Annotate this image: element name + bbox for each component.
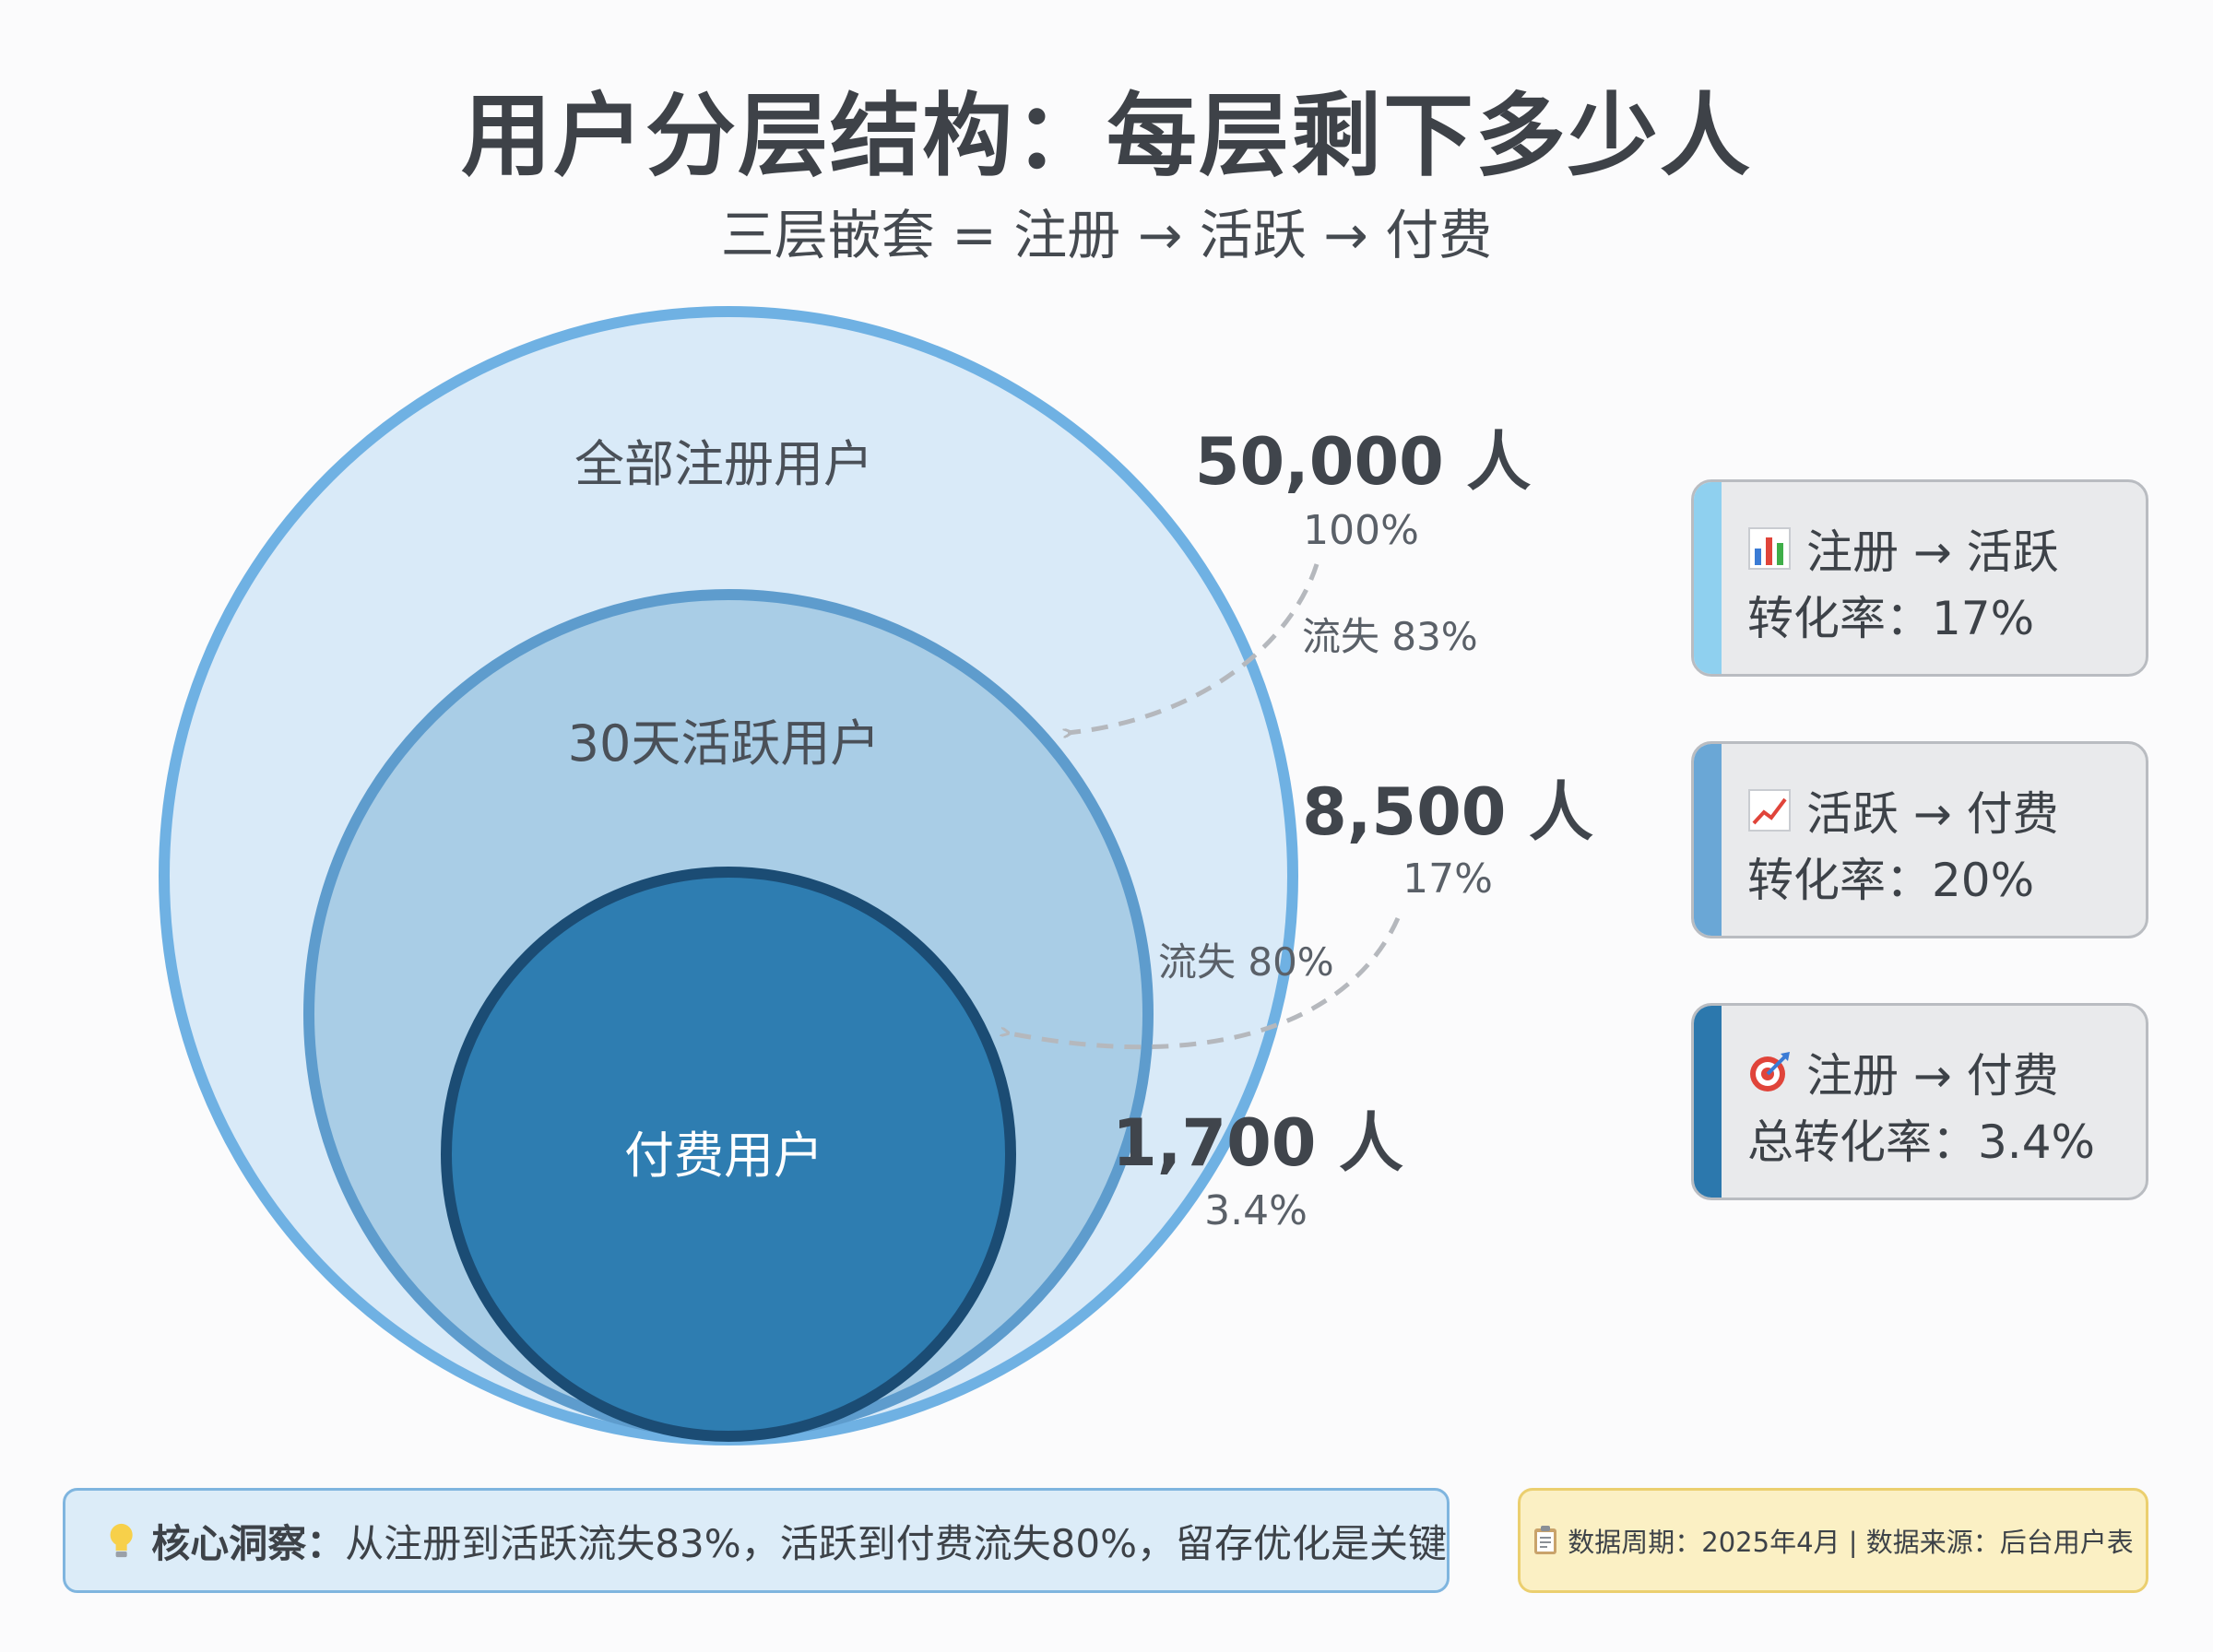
card-rate: 转化率：17% — [1747, 592, 2035, 645]
pct-paying: 3.4% — [1204, 1187, 1308, 1234]
bar-chart-icon — [1748, 527, 1791, 570]
loss-arrow-registered-to-active — [1068, 563, 1320, 733]
conversion-card-registered-active: 注册 → 活跃 转化率：17% — [1691, 479, 2148, 677]
lightbulb-icon — [110, 1523, 133, 1558]
count-paying: 1,700 人 — [1112, 1105, 1403, 1181]
layer-circle-paying — [441, 867, 1016, 1442]
footnote-text: 数据周期：2025年4月 | 数据来源：后台用户表 — [1568, 1527, 2134, 1558]
pct-active: 17% — [1402, 856, 1493, 903]
count-registered: 50,000 人 — [1195, 424, 1532, 500]
pct-registered: 100% — [1303, 507, 1419, 554]
clipboard-icon — [1534, 1526, 1557, 1554]
insight-label: 核心洞察： — [151, 1520, 346, 1566]
card-title: 活跃 → 付费 — [1806, 787, 2059, 841]
insight-text: 从注册到活跃流失83%，活跃到付费流失80%，留存优化是关键 — [345, 1520, 1447, 1566]
loss-arrow-active-to-paying — [1005, 916, 1401, 1050]
layer-label-paying: 付费用户 — [624, 1127, 823, 1185]
card-title: 注册 → 活跃 — [1806, 525, 2059, 579]
card-title: 注册 → 付费 — [1806, 1049, 2059, 1103]
layer-label-active: 30天活跃用户 — [568, 714, 881, 773]
trend-up-icon — [1748, 789, 1791, 832]
data-source-note: 数据周期：2025年4月 | 数据来源：后台用户表 — [1518, 1488, 2148, 1593]
count-active: 8,500 人 — [1302, 774, 1593, 850]
page-subtitle: 三层嵌套 = 注册 → 活跃 → 付费 — [720, 204, 1493, 266]
card-accent-bar — [1694, 744, 1722, 936]
conversion-card-active-paying: 活跃 → 付费 转化率：20% — [1691, 741, 2148, 938]
loss-label-active-to-paying: 流失 80% — [1158, 939, 1334, 985]
loss-label-registered-to-active: 流失 83% — [1302, 614, 1478, 659]
conversion-card-registered-paying: 注册 → 付费 总转化率：3.4% — [1691, 1003, 2148, 1200]
card-accent-bar — [1694, 482, 1722, 674]
card-rate: 转化率：20% — [1747, 854, 2035, 907]
page-title: 用户分层结构：每层剩下多少人 — [460, 84, 1752, 189]
card-accent-bar — [1694, 1006, 1722, 1198]
layer-label-registered: 全部注册用户 — [574, 435, 873, 493]
insight-box: 核心洞察： 从注册到活跃流失83%，活跃到付费流失80%，留存优化是关键 — [63, 1488, 1450, 1593]
target-icon — [1750, 1052, 1790, 1092]
card-rate: 总转化率：3.4% — [1747, 1115, 2096, 1169]
